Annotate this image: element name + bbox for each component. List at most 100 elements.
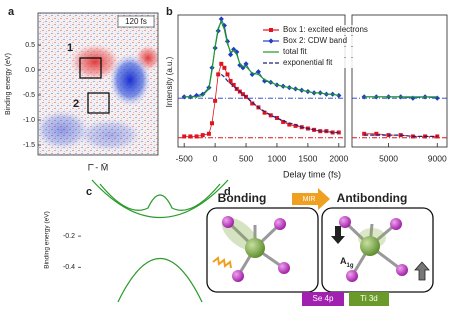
x-tick-label: 1500 — [298, 153, 317, 163]
legend-bg — [260, 58, 410, 68]
mode-symbol: A — [340, 256, 347, 266]
marker — [218, 16, 224, 22]
y-label: Binding energy (eV) — [44, 211, 51, 268]
marker — [225, 72, 230, 77]
title: Antibonding — [337, 191, 408, 205]
marker — [250, 101, 255, 106]
legend-bg — [260, 25, 410, 35]
x-tick-label: 1000 — [268, 153, 287, 163]
legend-bg — [260, 47, 410, 57]
y-tick-label: -0.2 — [63, 233, 75, 240]
marker — [243, 61, 249, 67]
marker — [410, 95, 416, 101]
marker — [200, 133, 205, 138]
legend-marker — [269, 28, 273, 32]
marker — [262, 110, 267, 115]
marker — [268, 113, 273, 118]
panel-label: a — [8, 6, 15, 18]
marker — [293, 123, 298, 128]
y-label: Intensity (a.u.) — [165, 56, 174, 107]
legend-label: total fit — [283, 47, 307, 56]
x-tick-label: -500 — [176, 153, 193, 163]
x-tick-label: 5000 — [379, 153, 398, 163]
y-tick-label: -1.5 — [23, 142, 35, 149]
legend-box — [349, 292, 389, 306]
marker — [281, 119, 286, 124]
marker — [361, 94, 367, 100]
box-label: 2 — [73, 98, 79, 110]
title: Bonding — [218, 191, 267, 205]
mode-label: A1g — [340, 256, 354, 268]
marker — [336, 92, 342, 99]
panel-b: Delay time (fs) Intensity (a.u.) -500 0 50… — [165, 14, 448, 179]
series-line — [184, 62, 339, 137]
time-box — [117, 15, 155, 28]
legend-label: Box 2: CDW band — [283, 36, 347, 45]
legend-label: Ti 3d — [360, 294, 378, 303]
legend-label: Se 4p — [313, 294, 334, 303]
x-label: Delay time (fs) — [283, 169, 341, 179]
marker — [222, 65, 227, 70]
y-tick-label: 0.0 — [25, 67, 35, 74]
heatmap-frame — [37, 12, 159, 156]
x-tick-label: 9000 — [428, 153, 447, 163]
marker — [188, 134, 193, 139]
series-line — [364, 134, 438, 137]
y-tick-label: -0.4 — [63, 264, 75, 271]
marker — [228, 79, 233, 83]
box-1 — [79, 57, 102, 79]
heatmap — [38, 13, 158, 155]
legend-box — [302, 292, 344, 306]
marker — [206, 131, 211, 136]
arrow-label: MIR — [303, 196, 316, 203]
panel-label: d — [224, 186, 231, 198]
x-tick-label: 500 — [239, 153, 253, 163]
series-line — [220, 73, 339, 134]
panel-label: b — [166, 6, 173, 18]
y-tick-label: -1.0 — [23, 117, 35, 124]
marker — [255, 69, 262, 75]
marker — [213, 98, 218, 103]
panel-c: Binding energy (eV) — [44, 179, 229, 303]
mode-subscript: 1g — [347, 263, 354, 269]
plot-frame — [351, 14, 448, 148]
marker — [227, 52, 234, 58]
marker — [231, 82, 236, 87]
marker — [374, 131, 379, 136]
legend-label: Box 1: excited electrons — [283, 25, 368, 34]
marker — [182, 134, 187, 139]
marker — [237, 62, 243, 68]
panel-label: c — [86, 186, 92, 198]
marker — [216, 72, 221, 77]
marker — [336, 130, 341, 135]
plot-frame — [177, 14, 346, 148]
marker — [274, 115, 279, 120]
box-2 — [87, 92, 110, 114]
legend-marker — [268, 38, 274, 44]
y-tick-label: 0.5 — [25, 42, 35, 49]
y-tick-label: -0.5 — [23, 92, 35, 99]
marker — [240, 92, 245, 97]
marker — [210, 121, 215, 126]
marker — [234, 49, 240, 55]
band — [117, 258, 203, 303]
panel-a-axis: 0.5 0.0 -0.5 -1.0 -1.5 — [23, 42, 41, 149]
marker — [362, 131, 367, 136]
panel-c-axis: -0.2 -0.4 — [63, 233, 81, 271]
box-label: 1 — [67, 42, 73, 54]
y-label: Binding energy (eV) — [5, 53, 12, 115]
panel-d: Bonding Antibonding MIR A1g Se 4p Ti 3d — [206, 188, 434, 306]
x-tick-label: 2000 — [329, 153, 348, 163]
x-label: Γ̄ - M̄ — [88, 162, 108, 172]
band — [99, 183, 221, 211]
marker — [194, 134, 199, 139]
series-line — [184, 20, 339, 98]
arrow — [292, 188, 330, 210]
x-tick-label: 0 — [213, 153, 218, 163]
band — [91, 179, 229, 219]
marker — [181, 94, 187, 100]
marker — [219, 61, 224, 66]
time-label: 120 fs — [125, 17, 147, 26]
legend-label: exponential fit — [283, 58, 333, 67]
